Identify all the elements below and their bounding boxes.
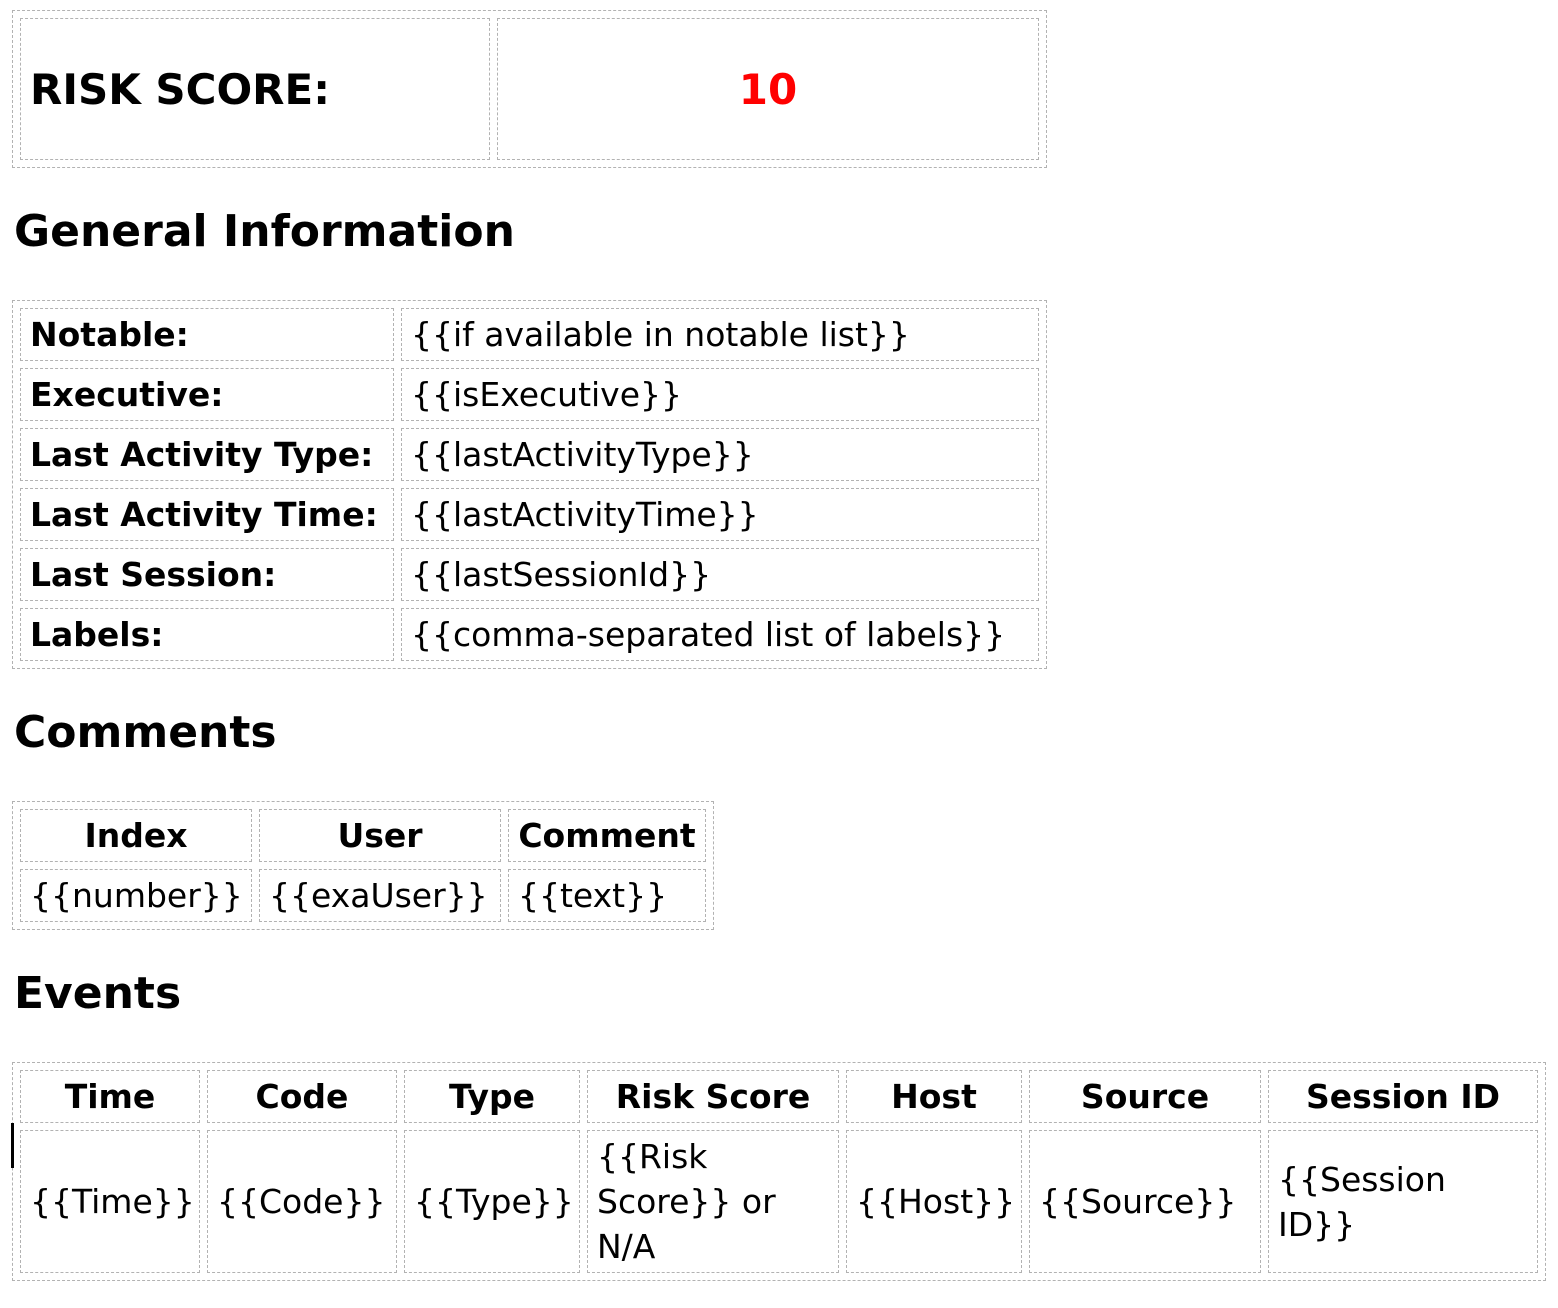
events-header-session-id[interactable]: Session ID xyxy=(1268,1070,1538,1123)
events-data-row: {{Time}} {{Code}} {{Type}} {{Risk Score}… xyxy=(20,1130,1538,1273)
comments-header-index[interactable]: Index xyxy=(20,809,252,862)
general-value-labels[interactable]: {{comma-separated list of labels}} xyxy=(401,608,1039,661)
comments-header-user[interactable]: User xyxy=(259,809,501,862)
general-row-last-activity-type: Last Activity Type: {{lastActivityType}} xyxy=(20,428,1039,481)
events-header-risk-score[interactable]: Risk Score xyxy=(587,1070,839,1123)
comments-table: Index User Comment {{number}} {{exaUser}… xyxy=(12,801,714,930)
comments-data-row: {{number}} {{exaUser}} {{text}} xyxy=(20,869,706,922)
events-table: Time Code Type Risk Score Host Source Se… xyxy=(12,1062,1546,1281)
general-row-last-session: Last Session: {{lastSessionId}} xyxy=(20,548,1039,601)
events-cell-type[interactable]: {{Type}} xyxy=(404,1130,580,1273)
comments-header-row: Index User Comment xyxy=(20,809,706,862)
events-cell-source[interactable]: {{Source}} xyxy=(1029,1130,1261,1273)
events-table-container: Time Code Type Risk Score Host Source Se… xyxy=(10,1062,1548,1281)
general-row-labels: Labels: {{comma-separated list of labels… xyxy=(20,608,1039,661)
general-value-notable[interactable]: {{if available in notable list}} xyxy=(401,308,1039,361)
general-value-last-activity-time[interactable]: {{lastActivityTime}} xyxy=(401,488,1039,541)
template-document: { "risk_score": { "label": "RISK SCORE:"… xyxy=(10,10,1548,1281)
general-value-last-activity-type[interactable]: {{lastActivityType}} xyxy=(401,428,1039,481)
risk-score-label-cell[interactable]: RISK SCORE: xyxy=(20,18,490,160)
general-label-last-activity-time[interactable]: Last Activity Time: xyxy=(20,488,394,541)
general-label-executive[interactable]: Executive: xyxy=(20,368,394,421)
general-label-last-activity-type[interactable]: Last Activity Type: xyxy=(20,428,394,481)
events-cell-code[interactable]: {{Code}} xyxy=(207,1130,397,1273)
general-label-notable[interactable]: Notable: xyxy=(20,308,394,361)
events-header-row: Time Code Type Risk Score Host Source Se… xyxy=(20,1070,1538,1123)
comments-heading: Comments xyxy=(14,707,277,758)
comments-cell-user[interactable]: {{exaUser}} xyxy=(259,869,501,922)
events-header-type[interactable]: Type xyxy=(404,1070,580,1123)
events-header-time[interactable]: Time xyxy=(20,1070,200,1123)
general-row-executive: Executive: {{isExecutive}} xyxy=(20,368,1039,421)
events-header-source[interactable]: Source xyxy=(1029,1070,1261,1123)
general-row-last-activity-time: Last Activity Time: {{lastActivityTime}} xyxy=(20,488,1039,541)
events-header-code[interactable]: Code xyxy=(207,1070,397,1123)
general-information-table: Notable: {{if available in notable list}… xyxy=(12,300,1047,669)
risk-score-table: RISK SCORE: 10 xyxy=(12,10,1047,168)
events-heading: Events xyxy=(14,968,182,1019)
general-value-last-session[interactable]: {{lastSessionId}} xyxy=(401,548,1039,601)
events-header-host[interactable]: Host xyxy=(846,1070,1022,1123)
comments-cell-index[interactable]: {{number}} xyxy=(20,869,252,922)
risk-score-row: RISK SCORE: 10 xyxy=(20,18,1039,160)
text-cursor xyxy=(11,1123,14,1168)
general-label-last-session[interactable]: Last Session: xyxy=(20,548,394,601)
risk-score-value-cell[interactable]: 10 xyxy=(497,18,1039,160)
events-cell-risk-score[interactable]: {{Risk Score}} or N/A xyxy=(587,1130,839,1273)
comments-cell-comment[interactable]: {{text}} xyxy=(508,869,706,922)
events-cell-session-id[interactable]: {{Session ID}} xyxy=(1268,1130,1538,1273)
events-cell-host[interactable]: {{Host}} xyxy=(846,1130,1022,1273)
comments-header-comment[interactable]: Comment xyxy=(508,809,706,862)
general-row-notable: Notable: {{if available in notable list}… xyxy=(20,308,1039,361)
general-information-heading: General Information xyxy=(14,206,515,257)
general-value-executive[interactable]: {{isExecutive}} xyxy=(401,368,1039,421)
general-label-labels[interactable]: Labels: xyxy=(20,608,394,661)
events-cell-time[interactable]: {{Time}} xyxy=(20,1130,200,1273)
